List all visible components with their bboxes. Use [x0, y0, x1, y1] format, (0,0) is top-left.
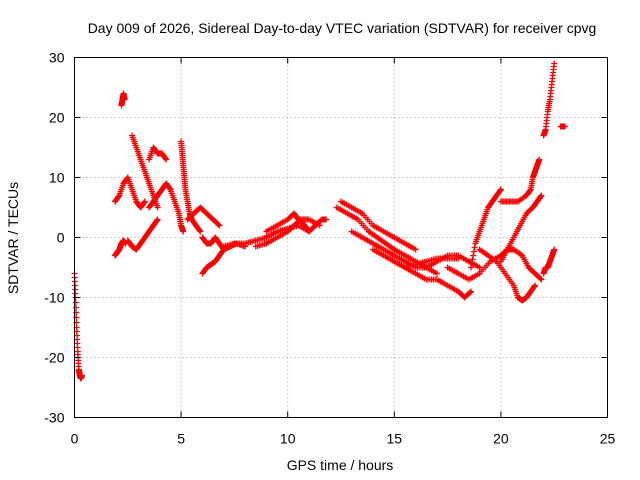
data-point-marker	[532, 282, 539, 289]
series-sat-g	[124, 216, 161, 253]
x-tick-label: 20	[493, 431, 509, 447]
data-point-marker	[162, 155, 169, 162]
data-point-marker	[469, 256, 476, 263]
series-sat-d	[112, 174, 148, 211]
y-tick-label: 20	[49, 110, 65, 126]
series-sat-f	[146, 144, 170, 163]
data-point-marker	[154, 204, 161, 211]
series-sat-m	[199, 243, 232, 277]
y-tick-label: -10	[44, 290, 64, 306]
data-point-marker	[471, 244, 478, 251]
data-point-marker	[497, 186, 504, 193]
y-tick-label: 10	[49, 170, 65, 186]
y-tick-label: -30	[44, 410, 64, 426]
series-sat-y	[476, 246, 539, 304]
data-point-marker	[551, 60, 558, 67]
data-point-marker	[216, 222, 223, 229]
series-sat-e	[129, 132, 161, 211]
data-point-marker	[466, 289, 473, 296]
series-sat-c	[118, 90, 128, 109]
series-sat-t	[369, 246, 475, 301]
data-point-marker	[78, 372, 85, 379]
series-sat-ac	[557, 123, 568, 130]
series-sat-x	[497, 156, 543, 205]
series-sat-u	[391, 255, 462, 271]
series-sat-r	[338, 198, 419, 253]
data-point-marker	[153, 217, 160, 224]
data-point-marker	[537, 275, 544, 282]
series-sat-n	[220, 222, 313, 250]
series-sat-aa	[540, 246, 558, 277]
data-point-marker	[412, 246, 419, 253]
data-point-marker	[538, 276, 545, 283]
data-point-marker	[215, 221, 222, 228]
series-sat-a	[71, 270, 85, 382]
series-sat-i	[167, 186, 187, 235]
data-point-marker	[468, 260, 475, 267]
data-point-marker	[180, 228, 187, 235]
x-tick-label: 0	[71, 431, 79, 447]
data-point-marker	[455, 255, 462, 262]
data-point-marker	[433, 270, 440, 277]
x-tick-label: 15	[387, 431, 403, 447]
data-point-marker	[497, 187, 504, 194]
x-tick-label: 10	[280, 431, 296, 447]
data-point-marker	[468, 264, 475, 271]
data-point-marker	[197, 228, 204, 235]
y-tick-label: 0	[57, 230, 65, 246]
data-point-marker	[537, 193, 544, 200]
series-sat-v	[444, 246, 545, 283]
data-point-marker	[527, 187, 534, 194]
data-point-marker	[121, 96, 128, 103]
data-point-marker	[141, 198, 148, 205]
data-point-marker	[551, 246, 558, 253]
x-tick-label: 25	[600, 431, 616, 447]
y-tick-label: -20	[44, 350, 64, 366]
data-point-marker	[476, 264, 483, 271]
series-sat-ab	[540, 60, 558, 139]
y-tick-label: 30	[49, 50, 65, 66]
data-point-marker	[531, 283, 538, 290]
data-point-marker	[323, 216, 330, 223]
data-point-marker	[561, 123, 568, 130]
data-points	[71, 60, 568, 382]
data-point-marker	[154, 216, 161, 223]
y-axis-label: SDTVAR / TECUs	[5, 182, 21, 294]
series-sat-k	[184, 204, 223, 229]
data-point-marker	[163, 156, 170, 163]
grid-lines	[74, 57, 608, 418]
chart-title: Day 009 of 2026, Sidereal Day-to-day VTE…	[88, 20, 597, 36]
series-sat-p	[263, 210, 330, 235]
data-point-marker	[470, 248, 477, 255]
data-point-marker	[538, 192, 545, 199]
x-axis-ticks: 0 5 10 15 20 25	[71, 57, 616, 447]
data-point-marker	[196, 227, 203, 234]
data-point-marker	[141, 199, 148, 206]
series-sat-z	[497, 192, 545, 265]
y-axis-ticks: -30 -20 -10 0 10 20 30	[44, 50, 608, 426]
series-sat-w	[468, 186, 504, 271]
data-point-marker	[468, 288, 475, 295]
x-axis-label: GPS time / hours	[287, 457, 394, 473]
data-point-marker	[536, 156, 543, 163]
x-tick-label: 5	[177, 431, 185, 447]
data-point-marker	[470, 252, 477, 259]
plot-frame	[74, 57, 608, 418]
